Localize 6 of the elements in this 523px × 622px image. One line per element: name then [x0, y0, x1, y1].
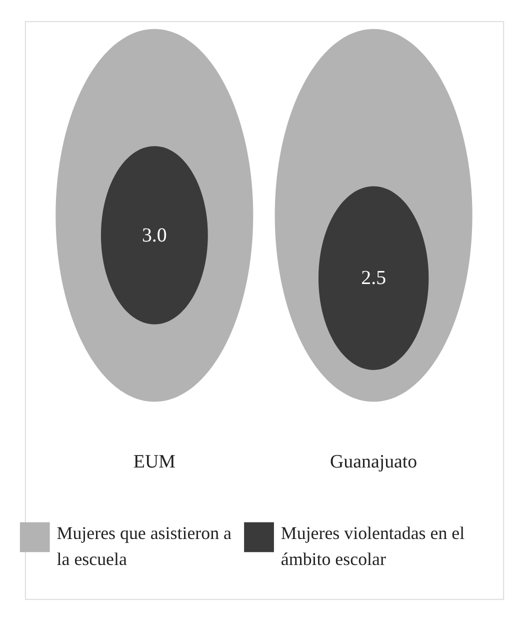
data-label: 2.5 [361, 267, 386, 290]
category-label: Guanajuato [330, 451, 418, 472]
data-label: 3.0 [142, 224, 167, 246]
category-label: EUM [133, 451, 176, 472]
legend-label: Mujeres violentadas en el ámbito escolar [280, 523, 465, 570]
legend-label: Mujeres que asistieron a la escuela [56, 523, 232, 570]
